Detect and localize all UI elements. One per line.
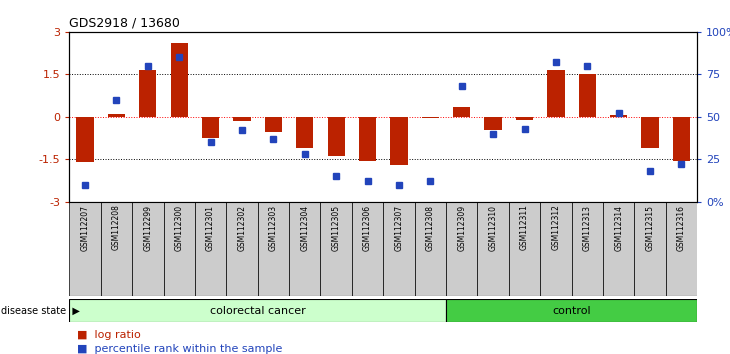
Text: control: control [553,306,591,316]
Bar [540,202,572,296]
Text: GSM112315: GSM112315 [645,205,655,251]
Bar [69,202,101,296]
Bar [391,117,407,165]
Bar [446,299,697,322]
Bar [352,202,383,296]
Bar [265,117,282,132]
Text: ■  log ratio: ■ log ratio [77,330,140,339]
Bar [139,70,156,117]
Bar [195,202,226,296]
Bar [101,202,132,296]
Bar [666,202,697,296]
Bar [415,202,446,296]
Text: GSM112207: GSM112207 [80,205,90,251]
Bar [509,202,540,296]
Bar [234,117,250,121]
Text: GSM112306: GSM112306 [363,205,372,251]
Text: GSM112304: GSM112304 [300,205,310,251]
Bar [383,202,415,296]
Text: GSM112308: GSM112308 [426,205,435,251]
Bar [446,202,477,296]
Bar [485,117,502,130]
Text: GSM112303: GSM112303 [269,205,278,251]
Bar [289,202,320,296]
Bar [548,70,564,117]
Bar [320,202,352,296]
Text: GSM112307: GSM112307 [394,205,404,251]
Text: GSM112300: GSM112300 [174,205,184,251]
Bar [132,202,164,296]
Bar [572,202,603,296]
Bar [108,114,125,117]
Text: GSM112311: GSM112311 [520,205,529,251]
Text: GSM112309: GSM112309 [457,205,466,251]
Bar [359,117,376,161]
Bar [171,43,188,117]
Bar [516,117,533,120]
Text: GSM112301: GSM112301 [206,205,215,251]
Text: disease state  ▶: disease state ▶ [1,306,80,316]
Text: GSM112305: GSM112305 [331,205,341,251]
Text: GSM112208: GSM112208 [112,205,121,251]
Bar [603,202,634,296]
Bar [202,117,219,138]
Text: GSM112312: GSM112312 [551,205,561,251]
Text: colorectal cancer: colorectal cancer [210,306,306,316]
Bar [226,202,258,296]
Bar [634,202,666,296]
Bar [642,117,658,148]
Bar [77,117,93,162]
Text: GSM112316: GSM112316 [677,205,686,251]
Bar [579,74,596,117]
Text: GSM112302: GSM112302 [237,205,247,251]
Bar [477,202,509,296]
Text: GSM112299: GSM112299 [143,205,153,251]
Bar [258,202,289,296]
Bar [673,117,690,161]
Bar [69,299,446,322]
Text: GSM112314: GSM112314 [614,205,623,251]
Text: ■  percentile rank within the sample: ■ percentile rank within the sample [77,344,282,354]
Bar [610,115,627,117]
Text: GSM112310: GSM112310 [488,205,498,251]
Text: GSM112313: GSM112313 [583,205,592,251]
Bar [296,117,313,148]
Bar [422,117,439,118]
Bar [164,202,195,296]
Text: GDS2918 / 13680: GDS2918 / 13680 [69,16,180,29]
Bar [453,107,470,117]
Bar [328,117,345,156]
